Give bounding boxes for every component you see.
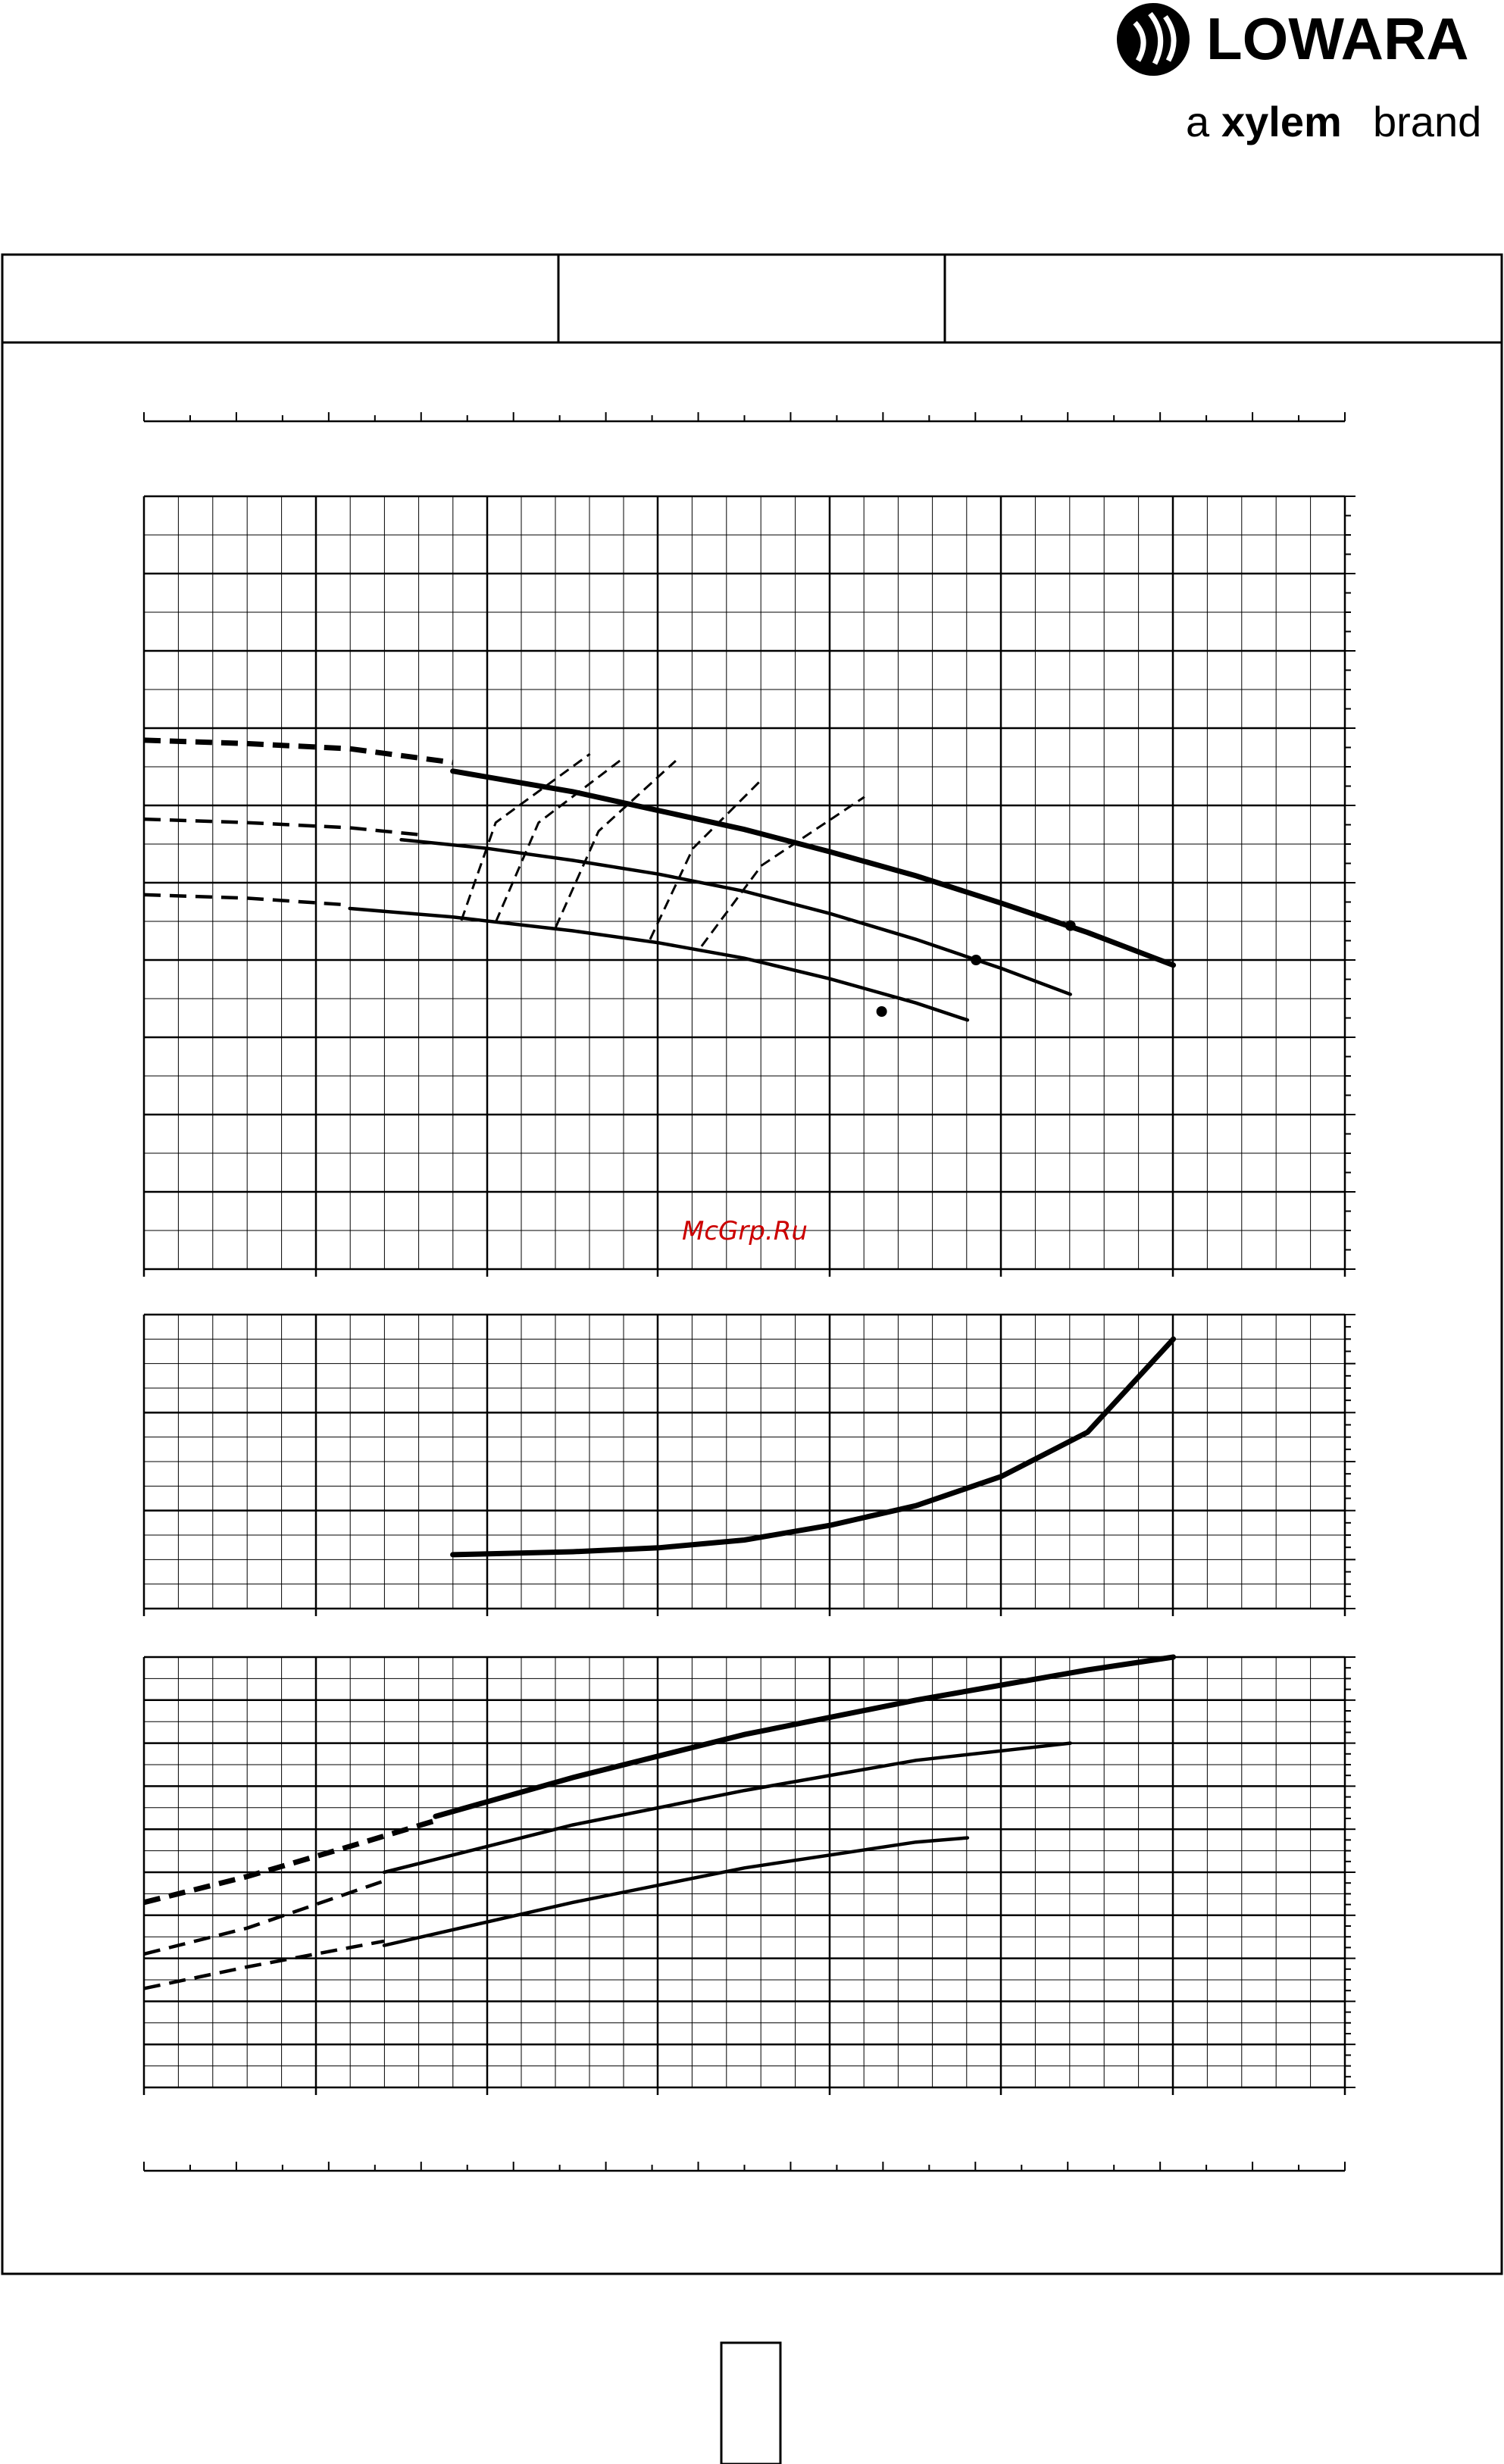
series-dashed-line: [143, 1818, 436, 1906]
iso-efficiency-line: [494, 756, 625, 923]
lowara-logo: LOWARA a xylem brand: [1117, 3, 1481, 145]
tagline-suffix: brand: [1373, 98, 1481, 145]
iso-efficiency-line: [460, 752, 591, 921]
top-secondary-axis: [143, 412, 1346, 423]
tagline-brand: xylem: [1221, 98, 1342, 145]
npsh-curve-panel: [142, 1313, 1355, 1616]
series-line: [348, 906, 970, 1022]
head-curve-panel: [142, 495, 1355, 1277]
series-dashed-line: [143, 893, 350, 907]
brand-name: LOWARA: [1206, 5, 1469, 72]
page-frame: [1, 253, 1503, 2275]
watermark-text: McGrp.Ru: [682, 1216, 808, 1246]
series-line: [382, 1836, 970, 1947]
page-number-box: [720, 2341, 782, 2464]
series-dashed-line: [143, 1939, 385, 1990]
series-marker: [1065, 920, 1076, 931]
series-line: [450, 768, 1177, 968]
iso-efficiency-line: [700, 796, 865, 947]
series-dashed-line: [143, 1879, 385, 1956]
series-line: [433, 1654, 1177, 1819]
series-line: [450, 1336, 1177, 1558]
iso-efficiency-line: [555, 759, 677, 928]
series-dashed-line: [143, 817, 419, 836]
power-curve-panel: [142, 1654, 1355, 2095]
iso-efficiency-line: [649, 778, 763, 940]
series-marker: [971, 955, 982, 965]
bottom-secondary-axis: [143, 2162, 1346, 2172]
series-marker: [876, 1006, 887, 1017]
tagline-prefix: a: [1186, 98, 1210, 145]
series-line: [399, 838, 1072, 996]
series-line: [382, 1741, 1072, 1875]
series-dashed-line: [143, 737, 454, 765]
